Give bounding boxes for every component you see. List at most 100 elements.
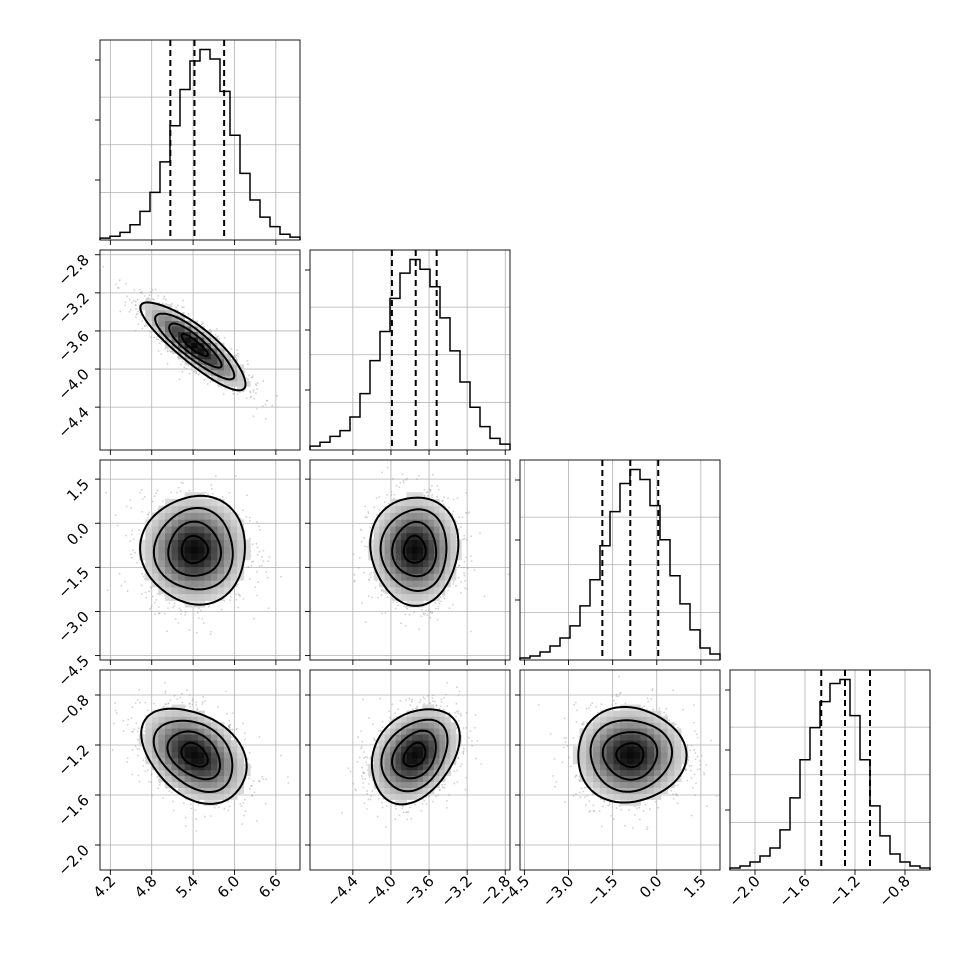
scatter-point xyxy=(137,310,139,313)
scatter-point xyxy=(140,290,143,293)
density-cell xyxy=(224,559,231,568)
scatter-point xyxy=(417,474,420,477)
scatter-point xyxy=(421,608,423,611)
density-cell xyxy=(171,539,179,547)
scatter-point xyxy=(229,599,231,602)
density-cell xyxy=(428,553,435,561)
density-cell xyxy=(191,499,199,507)
density-cell xyxy=(158,320,166,327)
density-cell xyxy=(158,559,166,568)
scatter-point xyxy=(182,312,184,315)
density-cell xyxy=(384,512,391,520)
density-cell xyxy=(406,499,413,507)
scatter-point xyxy=(251,543,254,546)
scatter-point xyxy=(378,496,381,498)
scatter-point xyxy=(172,606,175,609)
density-cell xyxy=(423,580,429,588)
scatter-point xyxy=(153,601,156,604)
scatter-point xyxy=(425,491,428,494)
scatter-point xyxy=(460,581,462,583)
density-cell xyxy=(158,553,166,561)
scatter-point xyxy=(264,417,267,420)
scatter-point xyxy=(364,621,367,624)
scatter-point xyxy=(144,770,147,772)
scatter-point xyxy=(250,564,253,567)
scatter-point xyxy=(138,288,141,291)
scatter-point xyxy=(220,608,223,611)
scatter-point xyxy=(188,629,191,631)
scatter-point xyxy=(382,590,385,593)
scatter-point xyxy=(115,283,117,286)
scatter-point xyxy=(250,561,253,563)
scatter-point xyxy=(178,607,181,610)
density-cells xyxy=(138,492,251,608)
scatter-point xyxy=(139,491,142,494)
scatter-point xyxy=(404,613,407,616)
scatter-point xyxy=(479,532,481,535)
scatter-panel-1-2 xyxy=(305,459,511,665)
density-cell xyxy=(204,559,212,568)
scatter-point xyxy=(370,571,373,574)
scatter-point xyxy=(254,586,256,588)
scatter-point xyxy=(195,370,198,373)
scatter-point xyxy=(390,490,393,493)
scatter-point xyxy=(248,519,251,522)
scatter-point xyxy=(252,415,255,418)
scatter-point xyxy=(166,362,169,365)
scatter-point xyxy=(163,295,165,298)
scatter-point xyxy=(139,291,142,294)
scatter-point xyxy=(155,492,158,494)
scatter-point xyxy=(448,607,451,610)
scatter-point xyxy=(235,593,237,596)
density-cell xyxy=(145,539,153,547)
scatter-point xyxy=(466,587,469,590)
scatter-point xyxy=(265,399,268,402)
scatter-point xyxy=(437,488,440,491)
scatter-point xyxy=(393,493,396,496)
scatter-point xyxy=(182,306,185,309)
scatter-point xyxy=(151,500,154,503)
scatter-point xyxy=(143,325,146,327)
scatter-point xyxy=(384,612,387,614)
scatter-point xyxy=(143,324,146,327)
density-cell xyxy=(412,526,418,534)
scatter-point xyxy=(170,491,173,494)
scatter-point xyxy=(147,516,149,519)
scatter-point xyxy=(364,505,367,508)
scatter-point xyxy=(367,511,369,513)
scatter-point xyxy=(134,551,137,554)
density-cell xyxy=(444,526,451,534)
scatter-point xyxy=(141,572,143,575)
panel-frame xyxy=(99,39,301,241)
scatter-point xyxy=(216,328,219,330)
scatter-point xyxy=(206,383,209,385)
density-cell xyxy=(151,526,159,534)
scatter-point xyxy=(249,391,252,394)
density-cell xyxy=(197,546,205,554)
density-cell xyxy=(224,546,231,554)
scatter-point xyxy=(241,509,244,512)
scatter-point xyxy=(265,571,268,573)
density-cell xyxy=(384,532,391,540)
density-cell xyxy=(412,566,418,574)
scatter-point xyxy=(254,383,257,386)
scatter-point xyxy=(452,498,455,501)
density-cell xyxy=(224,369,231,376)
scatter-point xyxy=(184,611,187,614)
density-cell xyxy=(450,546,457,554)
scatter-point xyxy=(466,567,469,570)
y-tick-label: −3.6 xyxy=(54,327,92,365)
scatter-panel-0-3: 4.2 4.8 5.4 6.0 6.6−2.0−1.6−1.2−0.8 xyxy=(54,669,301,902)
density-cell xyxy=(171,573,179,581)
density-cell xyxy=(423,559,429,568)
scatter-point xyxy=(473,569,476,571)
density-cell xyxy=(171,505,179,513)
scatter-point xyxy=(256,546,259,549)
scatter-point xyxy=(173,605,176,607)
y-tick-label: −4.4 xyxy=(54,403,92,441)
scatter-point xyxy=(248,578,251,580)
scatter-point xyxy=(256,553,259,556)
scatter-point xyxy=(447,497,449,500)
scatter-point xyxy=(267,560,270,563)
density-cell xyxy=(178,532,186,540)
